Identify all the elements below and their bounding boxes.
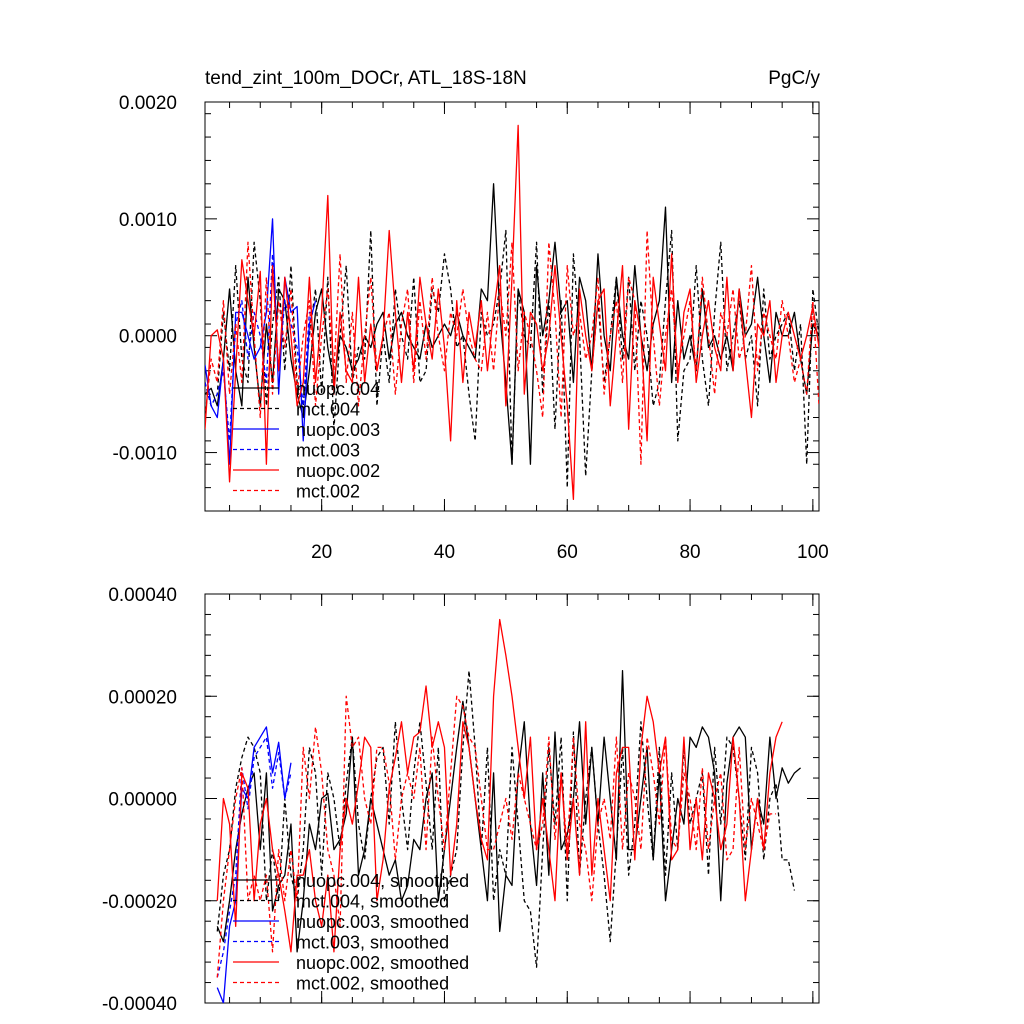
bottom-legend-label: nuopc.003, smoothed xyxy=(296,912,469,932)
top-y-tick-label: 0.0020 xyxy=(119,93,177,114)
bottom-y-tick-label: 0.00020 xyxy=(108,687,177,708)
top-y-tick-label: 0.0010 xyxy=(119,210,177,231)
bottom-series-group xyxy=(216,618,801,1003)
bottom-series-line-mct-002-smoothed xyxy=(216,695,777,978)
top-legend-label: nuopc.002 xyxy=(296,461,380,481)
top-axis-ticks: -0.0010 0.0000 0.0010 0.0020 20 40 60 80 100 xyxy=(113,93,829,563)
top-legend-label: mct.003 xyxy=(296,441,360,461)
top-series-group xyxy=(205,124,819,500)
top-legend-label: nuopc.004 xyxy=(296,379,380,399)
top-x-tick-label: 40 xyxy=(434,542,455,563)
bottom-y-tick-label: -0.00040 xyxy=(102,994,177,1015)
top-series-line-nuopc-002 xyxy=(205,124,819,500)
bottom-y-tick-label: 0.00040 xyxy=(108,585,177,606)
top-panel-title: tend_zint_100m_DOCr, ATL_18S-18N xyxy=(205,68,527,89)
top-y-tick-label: -0.0010 xyxy=(113,444,177,465)
bottom-series-line-nuopc-003-smoothed xyxy=(216,726,292,1003)
bottom-legend-label: nuopc.002, smoothed xyxy=(296,953,469,973)
top-panel-units: PgC/y xyxy=(768,68,820,89)
top-x-tick-label: 60 xyxy=(557,542,578,563)
top-panel: tend_zint_100m_DOCr, ATL_18S-18N PgC/y -… xyxy=(113,68,829,563)
bottom-panel: -0.00040 -0.00020 0.00000 0.00020 0.00040 nu… xyxy=(102,585,820,1015)
bottom-series-line-mct-004-smoothed xyxy=(216,670,796,968)
bottom-legend-label: mct.004, smoothed xyxy=(296,892,449,912)
bottom-y-tick-label: -0.00020 xyxy=(102,892,177,913)
top-series-line-mct-004 xyxy=(205,229,819,489)
top-legend-label: nuopc.003 xyxy=(296,420,380,440)
bottom-series-line-mct-003-smoothed xyxy=(216,736,292,978)
bottom-legend-label: mct.003, smoothed xyxy=(296,933,449,953)
top-legend: nuopc.004mct.004nuopc.003mct.003nuopc.00… xyxy=(233,379,380,502)
bottom-axis-ticks: -0.00040 -0.00020 0.00000 0.00020 0.00040 xyxy=(102,585,819,1015)
top-x-tick-label: 20 xyxy=(311,542,332,563)
bottom-series-line-nuopc-004-smoothed xyxy=(216,670,801,953)
top-legend-label: mct.004 xyxy=(296,400,360,420)
bottom-y-tick-label: 0.00000 xyxy=(108,790,177,811)
bottom-legend-label: mct.002, smoothed xyxy=(296,974,449,994)
bottom-legend-label: nuopc.004, smoothed xyxy=(296,871,469,891)
top-plot-frame xyxy=(204,101,820,512)
top-legend-label: mct.002 xyxy=(296,482,360,502)
bottom-series-line-nuopc-002-smoothed xyxy=(216,618,783,953)
top-series-line-mct-003 xyxy=(205,253,316,442)
top-x-tick-label: 80 xyxy=(679,542,700,563)
top-y-tick-label: 0.0000 xyxy=(119,327,177,348)
top-x-tick-label: 100 xyxy=(797,542,829,563)
